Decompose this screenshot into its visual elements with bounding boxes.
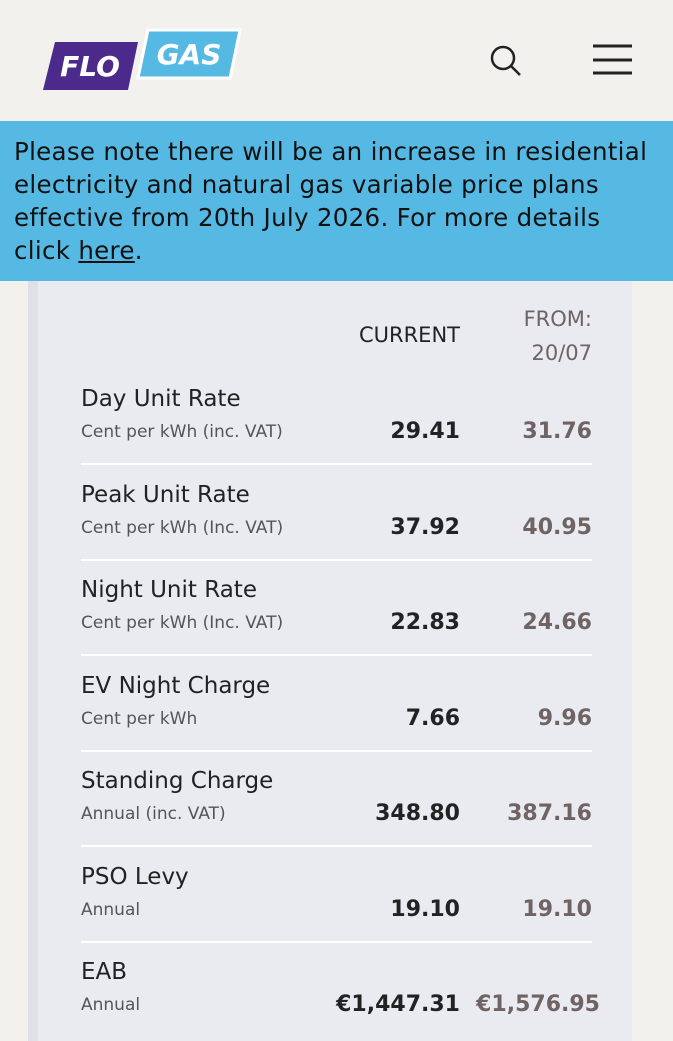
logo[interactable]: FLO GAS xyxy=(43,28,242,90)
header: FLO GAS xyxy=(0,0,673,121)
current-header: CURRENT xyxy=(358,323,460,347)
logo-right-shape xyxy=(136,28,242,80)
current-value: 19.10 xyxy=(390,896,460,922)
row-label: PSO Levy xyxy=(81,863,189,890)
row-unit: Cent per kWh xyxy=(81,708,198,729)
row-divider xyxy=(81,845,592,847)
row-unit: Annual xyxy=(81,899,141,920)
row-unit: Cent per kWh (inc. VAT) xyxy=(81,422,283,442)
current-value: 29.41 xyxy=(390,419,460,444)
current-value: €1,447.31 xyxy=(336,992,460,1017)
row-label: Day Unit Rate xyxy=(81,386,241,412)
row-divider xyxy=(81,558,592,561)
row-divider xyxy=(81,749,592,752)
from-value: 387.16 xyxy=(507,801,592,826)
current-value: 7.66 xyxy=(405,705,460,731)
row-divider xyxy=(81,654,592,656)
from-value: 31.76 xyxy=(522,419,592,444)
current-value: 348.80 xyxy=(375,801,460,826)
from-date-header: 20/07 xyxy=(531,341,592,365)
row-unit: Cent per kWh (Inc. VAT) xyxy=(81,613,284,633)
from-value: 9.96 xyxy=(537,705,592,731)
current-value: 37.92 xyxy=(390,514,460,540)
row-unit: Cent per kWh (Inc. VAT) xyxy=(81,517,284,538)
logo-left-shape xyxy=(43,42,138,90)
logo-right-text: GAS xyxy=(157,38,222,71)
row-label: Peak Unit Rate xyxy=(81,481,250,508)
row-unit: Annual xyxy=(81,995,141,1015)
from-value: 40.95 xyxy=(522,514,592,540)
rates-card xyxy=(28,281,632,1041)
from-value: 24.66 xyxy=(522,610,592,635)
from-header: FROM: xyxy=(523,307,592,331)
row-label: Night Unit Rate xyxy=(81,577,257,603)
notice-banner: Please note there will be an increase in… xyxy=(0,121,673,281)
row-divider xyxy=(81,940,592,943)
search-icon[interactable] xyxy=(490,45,521,76)
notice-text: Please note there will be an increase in… xyxy=(14,137,648,265)
row-unit: Annual (inc. VAT) xyxy=(81,804,226,824)
menu-icon[interactable] xyxy=(593,44,632,75)
row-label: EAB xyxy=(81,959,128,985)
row-label: EV Night Charge xyxy=(81,672,271,699)
current-value: 22.83 xyxy=(390,610,460,635)
notice-link[interactable]: here xyxy=(78,236,135,265)
from-value: €1,576.95 xyxy=(476,992,600,1017)
header-bar: FLO GAS xyxy=(43,28,632,90)
row-divider xyxy=(81,463,592,465)
row-label: Standing Charge xyxy=(81,768,274,794)
notice-end: . xyxy=(134,236,143,265)
from-value: 19.10 xyxy=(522,896,592,922)
logo-left-text: FLO xyxy=(60,50,120,83)
